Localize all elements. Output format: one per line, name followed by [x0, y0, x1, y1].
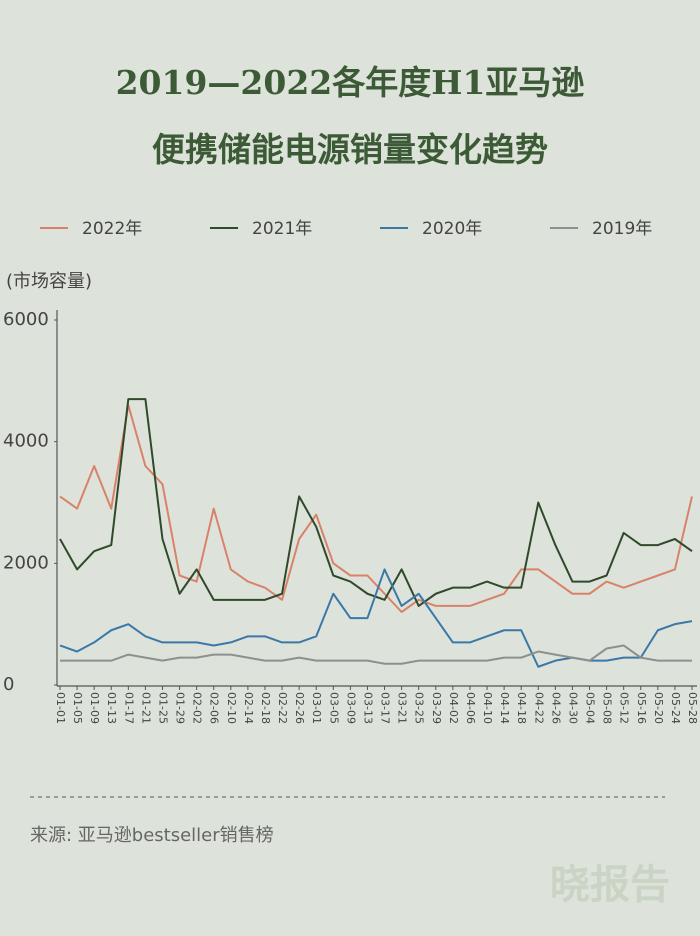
x-tick-label: 02-22 [276, 692, 289, 724]
x-tick-label: 05-24 [669, 692, 682, 724]
x-tick-label: 05-04 [584, 692, 597, 724]
x-tick-label: 02-06 [208, 692, 221, 724]
x-tick-label: 01-13 [105, 692, 118, 724]
x-tick-label: 01-17 [122, 692, 135, 724]
x-tick-label: 05-28 [686, 692, 699, 724]
y-tick-label: 2000 [3, 552, 49, 573]
x-tick-label: 03-21 [396, 692, 409, 724]
x-tick-label: 01-09 [88, 692, 101, 724]
legend-label: 2021年 [252, 219, 312, 239]
x-tick-label: 04-14 [498, 692, 511, 724]
x-tick-label: 04-06 [464, 692, 477, 724]
x-tick-label: 04-22 [532, 692, 545, 724]
x-tick-label: 01-29 [174, 692, 187, 724]
x-tick-label: 02-10 [225, 692, 238, 724]
x-tick-label: 02-02 [191, 692, 204, 724]
x-tick-label: 02-14 [242, 692, 255, 724]
series-line [59, 404, 693, 613]
x-tick-label: 01-21 [139, 692, 152, 724]
x-tick-label: 03-13 [361, 692, 374, 724]
x-tick-label: 05-08 [601, 692, 614, 724]
watermark: 晓报告 [550, 862, 670, 908]
legend-label: 2019年 [592, 219, 652, 239]
x-tick-label: 03-05 [327, 692, 340, 724]
series-line [60, 644, 692, 665]
source: 来源: 亚马逊bestseller销售榜 [30, 825, 274, 846]
x-tick-label: 05-16 [635, 692, 648, 724]
x-tick-label: 04-18 [515, 692, 528, 724]
y-tick-label: 4000 [3, 431, 49, 452]
legend-label: 2020年 [422, 219, 482, 239]
chart-title: 便携储能电源销量变化趋势 [152, 130, 548, 169]
x-tick-label: 04-10 [481, 692, 494, 724]
legend-label: 2022年 [82, 219, 142, 239]
x-tick-label: 03-09 [344, 692, 357, 724]
x-tick-label: 04-02 [447, 692, 460, 724]
series-line [59, 398, 693, 607]
x-tick-label: 02-18 [259, 692, 272, 724]
x-tick-label: 05-20 [652, 692, 665, 724]
x-tick-label: 02-26 [293, 692, 306, 724]
x-tick-label: 03-17 [379, 692, 392, 724]
x-tick-label: 01-05 [71, 692, 84, 724]
y-axis-label: (市场容量) [6, 271, 92, 292]
x-tick-label: 05-12 [618, 692, 631, 724]
x-tick-label: 04-30 [566, 692, 579, 724]
x-tick-label: 03-29 [430, 692, 443, 724]
x-tick-label: 04-26 [549, 692, 562, 724]
y-tick-label: 0 [3, 674, 14, 695]
y-tick-label: 6000 [3, 309, 49, 330]
x-tick-label: 03-25 [413, 692, 426, 724]
chart-title: 2019—2022各年度H1亚马逊 [116, 63, 585, 102]
x-tick-label: 03-01 [310, 692, 323, 724]
x-tick-label: 01-01 [54, 692, 67, 724]
x-tick-label: 01-25 [156, 692, 169, 724]
